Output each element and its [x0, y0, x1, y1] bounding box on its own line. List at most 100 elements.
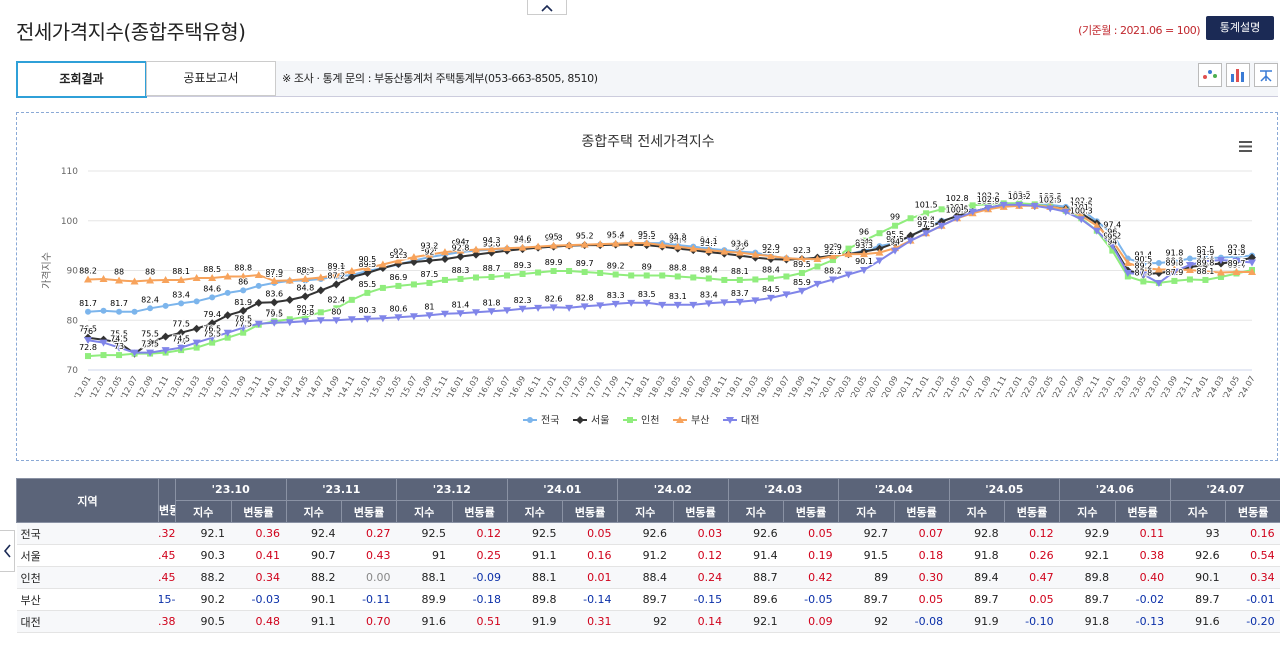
point	[85, 308, 91, 315]
point	[239, 324, 248, 332]
data-label: 91.9	[1197, 248, 1215, 257]
point	[239, 272, 248, 280]
view-icons[interactable]	[1198, 63, 1278, 87]
point	[301, 318, 310, 326]
data-label: 93.2	[421, 242, 439, 251]
point	[1108, 236, 1117, 244]
data-label: 93	[828, 243, 838, 252]
data-label: 94.3	[514, 236, 532, 245]
data-label: 92.3	[793, 246, 811, 255]
menu-icon	[1239, 141, 1252, 152]
index-cell: 92.4	[286, 522, 342, 545]
sub-header: 지수	[1059, 500, 1116, 523]
data-label: 95.5	[638, 230, 656, 239]
table-row: 부산-0.1590.2-0.0390.1-0.1189.9-0.1889.8-0…	[16, 588, 1280, 611]
data-label: 88.3	[452, 266, 470, 275]
change-cell: 0.31	[562, 610, 618, 633]
chevron-left	[3, 544, 11, 558]
point	[627, 239, 636, 247]
data-label: 88.1	[1197, 267, 1215, 276]
data-label: 89.9	[545, 258, 563, 267]
data-label: 102.6	[977, 195, 1000, 204]
data-label: 89.2	[607, 261, 625, 270]
point	[1140, 278, 1147, 285]
point	[751, 250, 760, 258]
point	[1248, 267, 1256, 275]
data-label: 93.6	[483, 240, 501, 249]
data-label: 95.3	[607, 231, 625, 240]
index-cell: 92.6	[1170, 544, 1226, 567]
point	[425, 250, 434, 258]
point	[953, 215, 962, 223]
data-label: 103.2	[1008, 192, 1031, 201]
data-label: 92.9	[824, 243, 842, 252]
data-label: 87.5	[421, 270, 439, 279]
data-label: 79.5	[265, 310, 283, 319]
point	[611, 239, 620, 247]
point	[596, 302, 605, 310]
data-label: 89.9	[1165, 258, 1183, 267]
data-label: 88	[114, 267, 124, 276]
data-label: 88.1	[731, 267, 749, 276]
index-cell: 90.5	[175, 610, 231, 633]
series	[84, 200, 1256, 358]
data-label: 88.8	[669, 263, 687, 272]
data-label: 101.5	[1070, 200, 1093, 209]
data-label: 102.3	[1070, 196, 1093, 205]
point	[378, 315, 387, 323]
data-label: 94.8	[545, 234, 563, 243]
point	[161, 347, 170, 355]
data-label: 74	[176, 337, 186, 346]
chart-frame	[16, 112, 1278, 461]
change-cell: -0.15	[673, 588, 729, 611]
point	[597, 269, 604, 276]
stat-button[interactable]: 통계설명	[1206, 16, 1274, 40]
index-cell: 89.9	[396, 588, 453, 611]
data-label: 79.8	[265, 308, 283, 317]
cut-cell: 0.45	[158, 566, 176, 589]
point	[316, 273, 325, 281]
point	[906, 237, 915, 245]
month-header: '23.10	[175, 478, 287, 501]
point	[612, 271, 619, 278]
data-label: 90.5	[1134, 255, 1152, 264]
point	[115, 338, 124, 347]
point	[425, 312, 434, 320]
data-label: 80.3	[358, 306, 376, 315]
index-cell: 89.8	[507, 588, 563, 611]
scroll-left[interactable]	[0, 530, 15, 572]
tab[interactable]: 공표보고서	[146, 61, 276, 96]
change-cell: -0.11	[341, 588, 397, 611]
point	[845, 245, 852, 252]
change-cell: 0.30	[894, 566, 950, 589]
data-label: 81.7	[110, 299, 128, 308]
cut-cell: 0.45	[158, 544, 176, 567]
data-label: 95.4	[607, 231, 625, 240]
point	[1077, 216, 1086, 224]
data-label: 86	[238, 277, 248, 286]
point	[1140, 260, 1147, 267]
data-label: 101	[949, 203, 964, 212]
point	[704, 300, 713, 308]
collapse-toggle[interactable]	[527, 0, 567, 15]
point	[535, 269, 542, 276]
point	[1061, 208, 1070, 216]
point	[162, 302, 169, 309]
month-header: '24.03	[727, 478, 840, 501]
point	[1171, 258, 1178, 265]
series-line	[87, 203, 1253, 313]
point	[580, 240, 589, 248]
cut-header: 변동률	[158, 478, 176, 523]
data-label: 91.8	[1165, 249, 1183, 258]
index-cell: 92	[617, 610, 674, 633]
point	[285, 319, 294, 327]
point	[797, 287, 806, 295]
data-label: 94	[859, 238, 869, 247]
point	[581, 268, 588, 275]
sub-header: 지수	[285, 500, 343, 523]
data-label: 88	[300, 267, 310, 276]
data-label: 92.8	[452, 244, 470, 253]
data-label: 89.5	[358, 260, 376, 269]
data-label: 92.3	[793, 246, 811, 255]
tab[interactable]: 조회결과	[16, 61, 147, 98]
